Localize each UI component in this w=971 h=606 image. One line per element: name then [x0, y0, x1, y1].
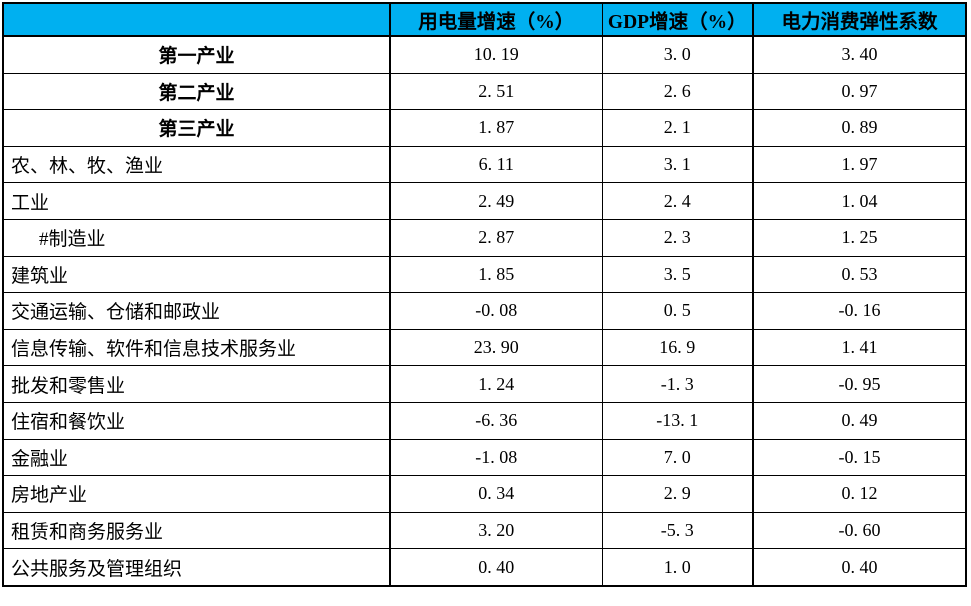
table-row: 房地产业 0. 34 2. 9 0. 12: [2, 475, 967, 513]
value-cell: 2. 6: [601, 72, 754, 111]
value-cell: -6. 36: [389, 401, 603, 440]
table-row: 第一产业 10. 19 3. 0 3. 40: [2, 35, 967, 74]
value-cell: 3. 0: [601, 35, 754, 74]
value-cell: 3. 5: [601, 255, 754, 294]
row-label-cell: 房地产业: [2, 475, 391, 513]
value-cell: 1. 41: [752, 328, 967, 367]
row-label-cell: #制造业: [2, 218, 391, 257]
value-cell: 0. 12: [752, 475, 967, 513]
value-cell: -0. 95: [752, 365, 967, 403]
table-row: 建筑业 1. 85 3. 5 0. 53: [2, 255, 967, 294]
value-cell: 2. 1: [601, 109, 754, 147]
value-cell: 2. 49: [389, 182, 603, 220]
value-cell: -0. 08: [389, 292, 603, 330]
table-row: 信息传输、软件和信息技术服务业 23. 90 16. 9 1. 41: [2, 328, 967, 367]
value-cell: -5. 3: [601, 511, 754, 550]
value-cell: -0. 16: [752, 292, 967, 330]
value-cell: 7. 0: [601, 438, 754, 477]
value-cell: 3. 20: [389, 511, 603, 550]
value-cell: 23. 90: [389, 328, 603, 367]
value-cell: 3. 40: [752, 35, 967, 74]
value-cell: 0. 40: [389, 548, 603, 587]
value-cell: -0. 60: [752, 511, 967, 550]
row-label-cell: 交通运输、仓储和邮政业: [2, 292, 391, 330]
value-cell: 1. 25: [752, 218, 967, 257]
value-cell: 0. 40: [752, 548, 967, 587]
value-cell: 1. 04: [752, 182, 967, 220]
value-cell: 16. 9: [601, 328, 754, 367]
table-container: 用电量增速（%） GDP增速（%） 电力消费弹性系数 第一产业 10. 19 3. …: [2, 2, 967, 587]
row-label-cell: 信息传输、软件和信息技术服务业: [2, 328, 391, 367]
header-cell-power-growth: 用电量增速（%）: [389, 2, 603, 37]
row-label-cell: 批发和零售业: [2, 365, 391, 403]
row-label-cell: 第一产业: [2, 35, 391, 74]
table-row: 公共服务及管理组织 0. 40 1. 0 0. 40: [2, 548, 967, 587]
table-row: 第三产业 1. 87 2. 1 0. 89: [2, 109, 967, 147]
value-cell: 2. 3: [601, 218, 754, 257]
value-cell: -1. 08: [389, 438, 603, 477]
row-label-cell: 工业: [2, 182, 391, 220]
table-row: 租赁和商务服务业 3. 20 -5. 3 -0. 60: [2, 511, 967, 550]
value-cell: 6. 11: [389, 145, 603, 184]
value-cell: -1. 3: [601, 365, 754, 403]
value-cell: 3. 1: [601, 145, 754, 184]
value-cell: 1. 0: [601, 548, 754, 587]
value-cell: 2. 51: [389, 72, 603, 111]
value-cell: 1. 87: [389, 109, 603, 147]
value-cell: 0. 97: [752, 72, 967, 111]
table-row: 第二产业 2. 51 2. 6 0. 97: [2, 72, 967, 111]
row-label-cell: 建筑业: [2, 255, 391, 294]
row-label-cell: 第三产业: [2, 109, 391, 147]
value-cell: 2. 87: [389, 218, 603, 257]
value-cell: 0. 49: [752, 401, 967, 440]
row-label-cell: 租赁和商务服务业: [2, 511, 391, 550]
row-label-cell: 金融业: [2, 438, 391, 477]
header-cell-category: [2, 2, 391, 37]
table-row: 批发和零售业 1. 24 -1. 3 -0. 95: [2, 365, 967, 403]
value-cell: 0. 89: [752, 109, 967, 147]
value-cell: 10. 19: [389, 35, 603, 74]
value-cell: -0. 15: [752, 438, 967, 477]
header-cell-gdp-growth: GDP增速（%）: [601, 2, 754, 37]
value-cell: 0. 53: [752, 255, 967, 294]
table-row: 工业 2. 49 2. 4 1. 04: [2, 182, 967, 220]
value-cell: 2. 4: [601, 182, 754, 220]
elasticity-table: 用电量增速（%） GDP增速（%） 电力消费弹性系数 第一产业 10. 19 3. …: [2, 2, 967, 587]
value-cell: 1. 85: [389, 255, 603, 294]
table-row: 交通运输、仓储和邮政业 -0. 08 0. 5 -0. 16: [2, 292, 967, 330]
row-label-cell: 第二产业: [2, 72, 391, 111]
header-row: 用电量增速（%） GDP增速（%） 电力消费弹性系数: [2, 2, 967, 37]
value-cell: 0. 34: [389, 475, 603, 513]
table-row: 农、林、牧、渔业 6. 11 3. 1 1. 97: [2, 145, 967, 184]
value-cell: 1. 97: [752, 145, 967, 184]
table-row: 住宿和餐饮业 -6. 36 -13. 1 0. 49: [2, 401, 967, 440]
value-cell: 0. 5: [601, 292, 754, 330]
table-row: #制造业 2. 87 2. 3 1. 25: [2, 218, 967, 257]
row-label-cell: 公共服务及管理组织: [2, 548, 391, 587]
value-cell: -13. 1: [601, 401, 754, 440]
header-cell-elasticity: 电力消费弹性系数: [752, 2, 967, 37]
row-label-cell: 农、林、牧、渔业: [2, 145, 391, 184]
value-cell: 2. 9: [601, 475, 754, 513]
value-cell: 1. 24: [389, 365, 603, 403]
row-label-cell: 住宿和餐饮业: [2, 401, 391, 440]
table-row: 金融业 -1. 08 7. 0 -0. 15: [2, 438, 967, 477]
